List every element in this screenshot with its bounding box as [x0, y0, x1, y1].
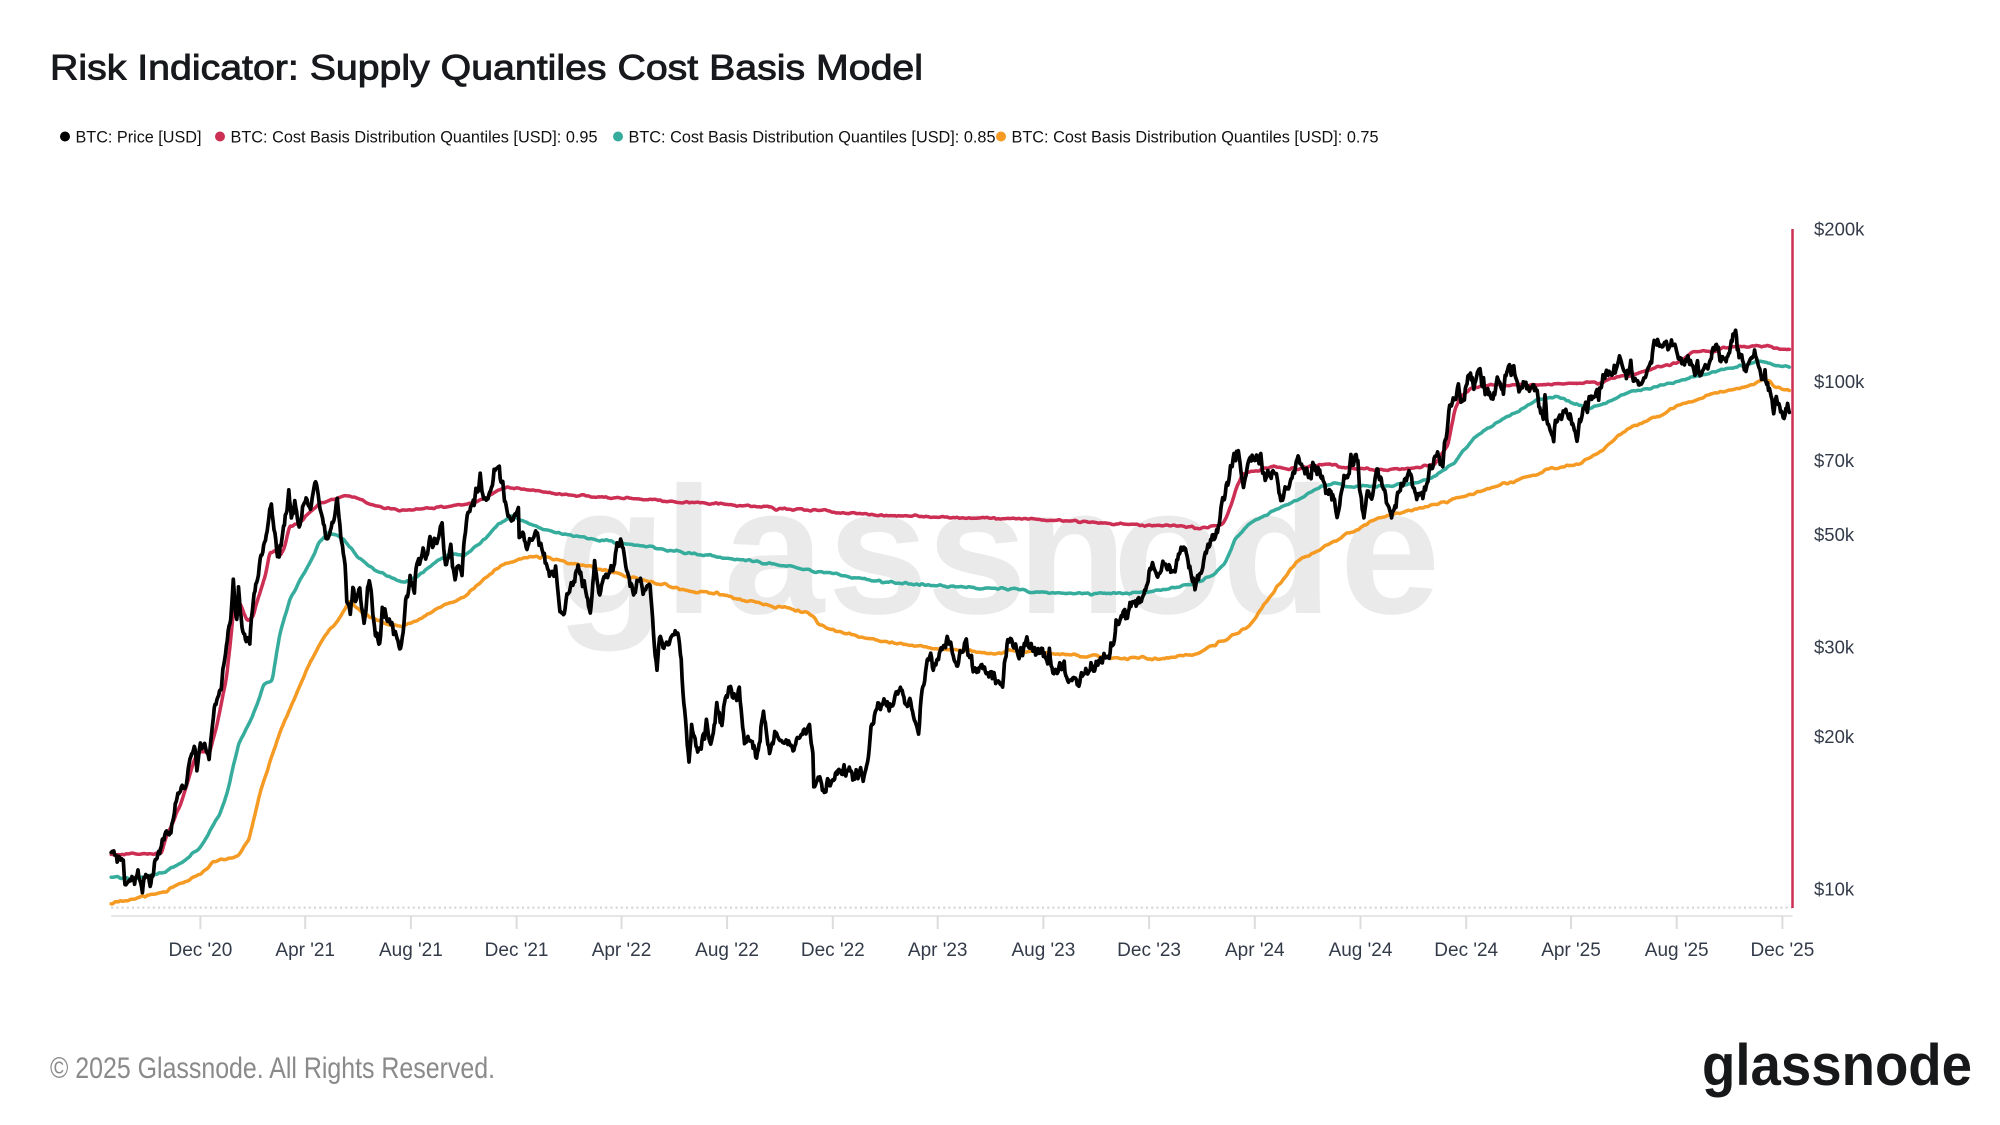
svg-text:Dec '20: Dec '20 [168, 940, 232, 961]
svg-text:Aug '25: Aug '25 [1645, 940, 1709, 961]
svg-text:Dec '24: Dec '24 [1434, 940, 1498, 961]
svg-text:$100k: $100k [1814, 371, 1865, 392]
svg-text:Apr '22: Apr '22 [592, 940, 652, 961]
svg-text:$20k: $20k [1814, 726, 1855, 747]
svg-text:Dec '23: Dec '23 [1117, 940, 1181, 961]
svg-text:a: a [724, 450, 826, 652]
svg-text:BTC: Cost Basis Distribution Q: BTC: Cost Basis Distribution Quantiles [… [629, 128, 996, 147]
svg-text:© 2025 Glassnode. All Rights R: © 2025 Glassnode. All Rights Reserved. [50, 1052, 495, 1085]
svg-text:Dec '22: Dec '22 [801, 940, 865, 961]
svg-text:BTC: Price [USD]: BTC: Price [USD] [76, 128, 202, 147]
svg-text:glassnode: glassnode [1702, 1033, 1972, 1098]
svg-text:s: s [927, 450, 1028, 652]
svg-text:$10k: $10k [1814, 879, 1855, 900]
svg-text:Risk Indicator: Supply Quantil: Risk Indicator: Supply Quantiles Cost Ba… [50, 47, 923, 87]
svg-text:BTC: Cost Basis Distribution Q: BTC: Cost Basis Distribution Quantiles [… [1012, 128, 1379, 147]
svg-text:Dec '25: Dec '25 [1750, 940, 1814, 961]
svg-text:Apr '21: Apr '21 [275, 940, 335, 961]
svg-text:Aug '24: Aug '24 [1329, 940, 1393, 961]
svg-text:Apr '24: Apr '24 [1225, 940, 1285, 961]
svg-text:$30k: $30k [1814, 637, 1855, 658]
svg-text:n: n [1017, 450, 1128, 652]
svg-text:Apr '23: Apr '23 [908, 940, 968, 961]
svg-text:Dec '21: Dec '21 [485, 940, 549, 961]
svg-text:Aug '21: Aug '21 [379, 940, 443, 961]
svg-text:BTC: Cost Basis Distribution Q: BTC: Cost Basis Distribution Quantiles [… [231, 128, 598, 147]
svg-text:$200k: $200k [1814, 219, 1865, 240]
svg-text:e: e [1340, 450, 1441, 652]
svg-text:Apr '25: Apr '25 [1541, 940, 1601, 961]
svg-text:$50k: $50k [1814, 524, 1855, 545]
svg-text:$70k: $70k [1814, 450, 1855, 471]
svg-text:Aug '22: Aug '22 [695, 940, 759, 961]
svg-text:s: s [828, 450, 929, 652]
svg-text:Aug '23: Aug '23 [1011, 940, 1075, 961]
svg-text:g: g [556, 450, 667, 652]
